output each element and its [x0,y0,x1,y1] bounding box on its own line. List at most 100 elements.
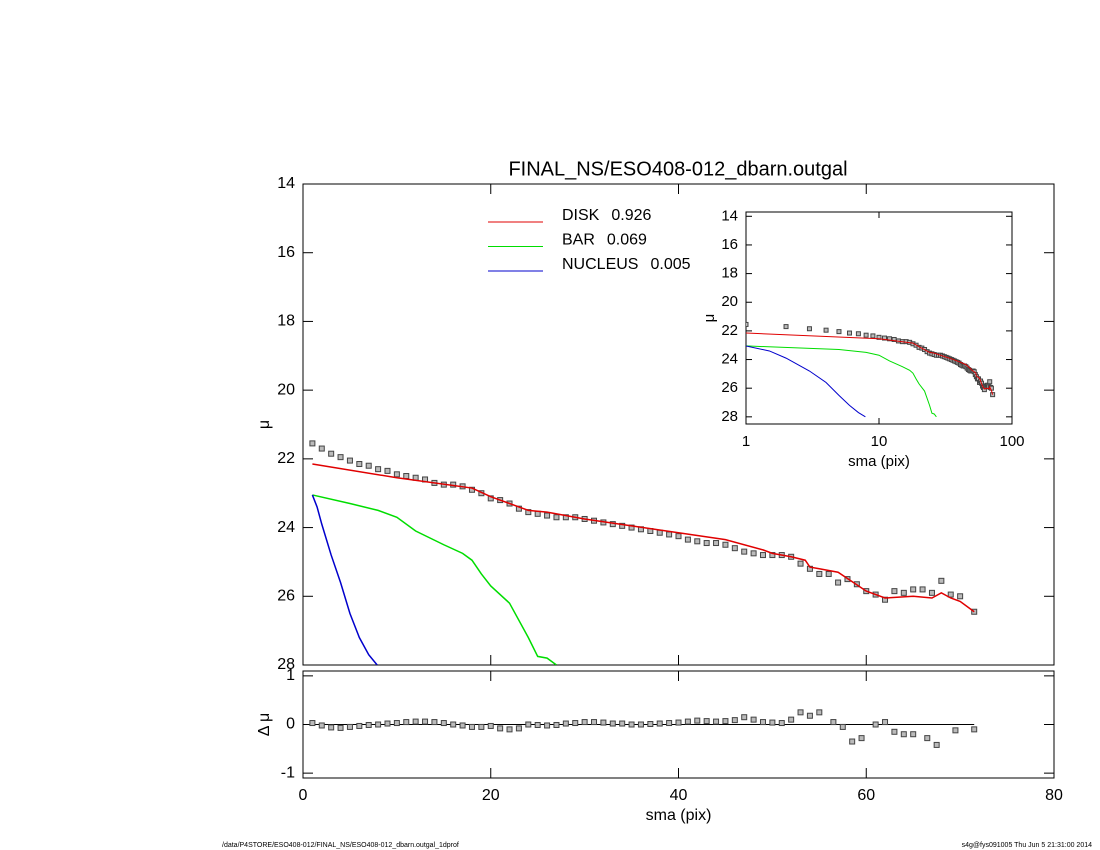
data-point [309,440,316,447]
residual-point [891,728,898,735]
residual-point [722,718,729,725]
residual-point [393,720,400,727]
data-point [900,589,907,596]
model-line [746,345,866,418]
residual-point [328,724,335,731]
residual-point [713,718,720,725]
data-point [823,327,829,333]
residual-point [647,721,654,728]
residual-point [572,720,579,727]
chart-title: FINAL_NS/ESO408-012_dbarn.outgal [508,158,847,180]
data-point [938,577,945,584]
y-tick-label: 20 [277,381,295,398]
y-tick-label: 28 [721,408,738,425]
residual-point [506,726,513,733]
data-point [863,332,869,338]
data-point [806,326,812,332]
x-tick-label: 0 [299,787,308,804]
legend-label: NUCLEUS [562,256,638,273]
model-line [312,463,975,613]
residual-point [403,719,410,726]
residual-point [431,719,438,726]
plot-area [309,440,978,665]
residual-point [478,723,485,730]
data-point [797,560,804,567]
x-tick-label: 80 [1045,787,1063,804]
data-point [328,450,335,457]
data-point [694,538,701,545]
residual-point [534,721,541,728]
plot-area [746,321,996,418]
x-tick-label: 20 [482,787,500,804]
y-tick-label: 24 [277,519,295,536]
data-point [928,589,935,596]
y-tick-label: 1 [286,667,295,684]
residual-point [356,722,363,729]
residual-point [591,719,598,726]
data-point [750,550,757,557]
y-axis-label: μ [701,314,718,323]
residual-point [882,719,889,726]
residual-point [797,709,804,716]
residual-point [816,709,823,716]
residual-point [806,712,813,719]
x-tick-label: 40 [670,787,688,804]
residual-point [703,718,710,725]
data-point [836,329,842,335]
residual-point [468,723,475,730]
data-point [825,570,832,577]
y-axis-label: Δ μ [256,713,273,736]
x-axis-label: sma (pix) [848,453,910,470]
residual-point [788,716,795,723]
data-point [713,540,720,547]
residual-point [375,721,382,728]
residual-point [858,735,865,742]
residual-point [684,718,691,725]
data-point [741,548,748,555]
x-tick-label: 1 [742,433,750,450]
data-point [876,334,882,340]
residual-point [666,720,673,727]
y-tick-label: 18 [721,265,738,282]
residual-point [971,726,978,733]
residual-point [440,720,447,727]
residual-point [365,721,372,728]
data-point [365,462,372,469]
y-tick-label: 22 [277,450,295,467]
residual-point [830,719,837,726]
y-tick-label: 14 [277,175,295,192]
data-point [346,457,353,464]
data-point [562,514,569,521]
residual-point [849,738,856,745]
residual-point [750,716,757,723]
residual-point [933,741,940,748]
residual-point [459,722,466,729]
y-tick-label: 26 [721,379,738,396]
residual-point [450,721,457,728]
data-point [666,531,673,538]
data-point [891,588,898,595]
data-point [722,541,729,548]
y-tick-label: 22 [721,322,738,339]
residual-point [581,719,588,726]
data-point [544,512,551,519]
residual-point [318,722,325,729]
data-point [746,321,749,327]
residual-point [309,720,316,727]
y-tick-label: 16 [721,236,738,253]
data-point [816,570,823,577]
model-line [746,332,994,395]
residual-point [337,724,344,731]
y-tick-label: 18 [277,313,295,330]
data-point [393,471,400,478]
footer-left: /data/P4STORE/ESO408-012/FINAL_NS/ESO408… [222,842,459,849]
data-point [957,593,964,600]
data-point [783,324,789,330]
legend-fraction: 0.069 [607,232,647,249]
residual-point [515,725,522,732]
data-point [987,379,993,385]
residual-point [544,722,551,729]
residual-point [412,718,419,725]
residual-point [900,731,907,738]
